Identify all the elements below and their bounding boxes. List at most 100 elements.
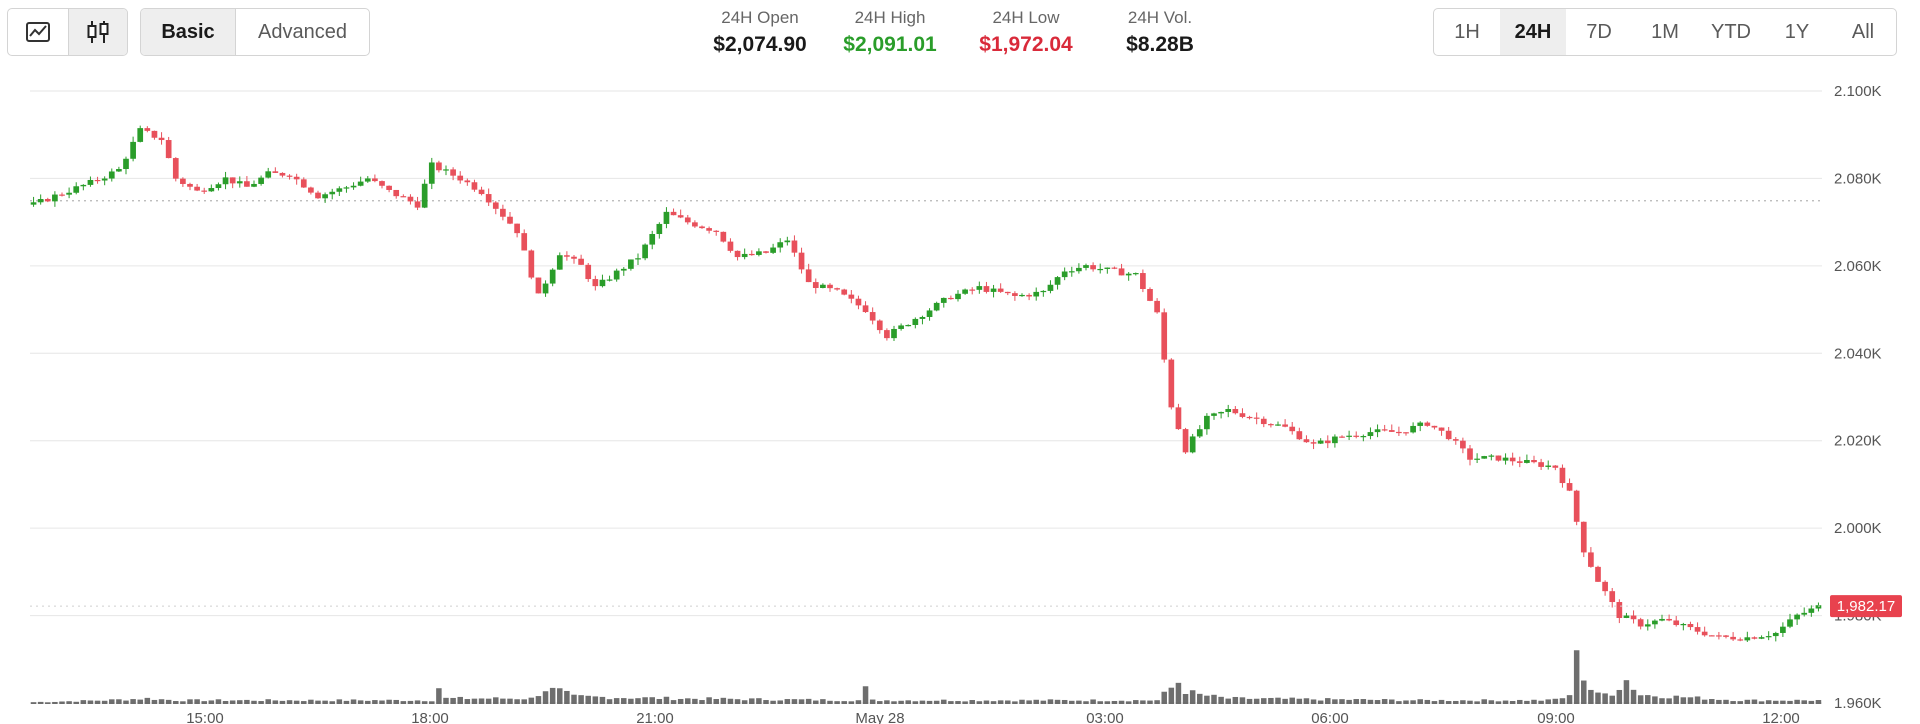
volume-bar: [258, 701, 264, 704]
candle-body: [350, 185, 357, 188]
candle-body: [834, 288, 840, 290]
basic-mode-button[interactable]: Basic: [141, 9, 235, 55]
volume-bar: [1801, 700, 1807, 704]
volume-bar: [1502, 700, 1509, 704]
candle-body: [820, 284, 826, 289]
candle-body: [1559, 467, 1566, 484]
range-all-button[interactable]: All: [1851, 20, 1875, 43]
candle-body: [1225, 409, 1232, 412]
chart-toolbar: Basic Advanced 24H Open $2,074.90 24H Hi…: [0, 0, 1920, 70]
candle-body: [1723, 635, 1729, 637]
candle-body: [87, 179, 94, 185]
volume-bar: [1211, 694, 1217, 704]
advanced-mode-button[interactable]: Advanced: [235, 9, 369, 55]
candle-body: [1545, 465, 1552, 467]
range-1m-button[interactable]: 1M: [1651, 20, 1679, 43]
candle-body: [300, 179, 307, 188]
volume-bar: [1410, 700, 1416, 704]
candle-body: [1623, 615, 1630, 618]
line-chart-button[interactable]: [8, 9, 68, 55]
volume-bar: [208, 700, 215, 704]
candle-body: [1289, 426, 1296, 432]
candle-body: [1424, 422, 1431, 426]
candle-body: [1132, 273, 1139, 275]
candle-body: [1538, 462, 1544, 467]
volume-bar: [962, 701, 968, 704]
volume-bar: [1581, 680, 1587, 704]
volume-bar: [557, 688, 563, 704]
x-tick-label: 03:00: [1086, 710, 1124, 724]
candle-body: [1794, 614, 1800, 620]
volume-bar: [151, 699, 158, 704]
volume-bar: [1645, 695, 1651, 704]
candle-body: [144, 128, 151, 131]
candle-body: [1026, 294, 1032, 297]
candle-body: [734, 250, 741, 258]
candle-body: [1232, 409, 1239, 414]
volume-bar: [386, 699, 392, 704]
candle-body: [1716, 635, 1722, 637]
candle-body: [450, 169, 456, 176]
stat-24h-open: 24H Open $2,074.90: [690, 6, 830, 60]
volume-bar: [215, 699, 222, 704]
volume-bar: [1396, 701, 1402, 704]
candle-body: [123, 158, 129, 170]
candle-body: [251, 183, 257, 187]
line-chart-icon: [25, 22, 50, 42]
volume-bar: [1616, 689, 1623, 704]
candle-body: [1687, 624, 1694, 628]
volume-bar: [528, 697, 535, 704]
range-1y-button[interactable]: 1Y: [1784, 20, 1810, 43]
candle-body: [564, 255, 570, 257]
volume-bar: [948, 701, 954, 704]
volume-bar: [1652, 696, 1658, 704]
candle-body: [1630, 615, 1637, 620]
volume-bar: [1680, 697, 1687, 704]
candle-body: [841, 289, 848, 295]
range-1h-button[interactable]: 1H: [1454, 20, 1480, 43]
volume-bar: [1005, 700, 1011, 704]
candle-body: [158, 137, 165, 141]
volume-bar: [656, 698, 663, 704]
candle-body: [1246, 416, 1253, 419]
candle-body: [265, 171, 272, 178]
volume-bar: [109, 699, 115, 704]
candle-body: [1317, 440, 1324, 444]
volume-bar: [713, 699, 719, 704]
candle-body: [1118, 268, 1125, 276]
candle-body: [1652, 620, 1658, 625]
candle-body: [1097, 268, 1104, 271]
candle-body: [1090, 265, 1096, 270]
volume-bar: [350, 699, 357, 704]
candle-body: [1488, 455, 1495, 457]
candle-body: [336, 188, 343, 192]
candle-body: [1040, 290, 1047, 293]
volume-bar: [393, 699, 399, 704]
stat-value: $8.28B: [1126, 33, 1194, 56]
candle-body: [948, 297, 954, 300]
candle-body: [976, 286, 983, 290]
volume-bar: [613, 698, 620, 704]
candle-body: [244, 181, 250, 187]
range-7d-button[interactable]: 7D: [1586, 20, 1612, 43]
candle-body: [542, 283, 549, 294]
candle-body: [1531, 460, 1537, 463]
volume-bar: [322, 700, 328, 704]
range-24h-button[interactable]: 24H: [1500, 9, 1566, 55]
candle-body: [1012, 293, 1018, 296]
candle-body: [1154, 300, 1160, 313]
candle-body: [59, 194, 65, 196]
volume-bar: [756, 698, 762, 704]
range-ytd-button[interactable]: YTD: [1711, 20, 1751, 43]
candle-body: [108, 171, 115, 179]
volume-bar: [1246, 698, 1253, 704]
volume-bar: [37, 701, 44, 704]
candle-body: [940, 297, 947, 303]
volume-bar: [692, 698, 698, 704]
candle-body: [905, 324, 912, 327]
x-tick-label: 12:00: [1762, 710, 1800, 724]
candle-body: [848, 294, 855, 299]
candlestick-chart-button[interactable]: [67, 9, 127, 55]
volume-bar: [777, 700, 783, 704]
